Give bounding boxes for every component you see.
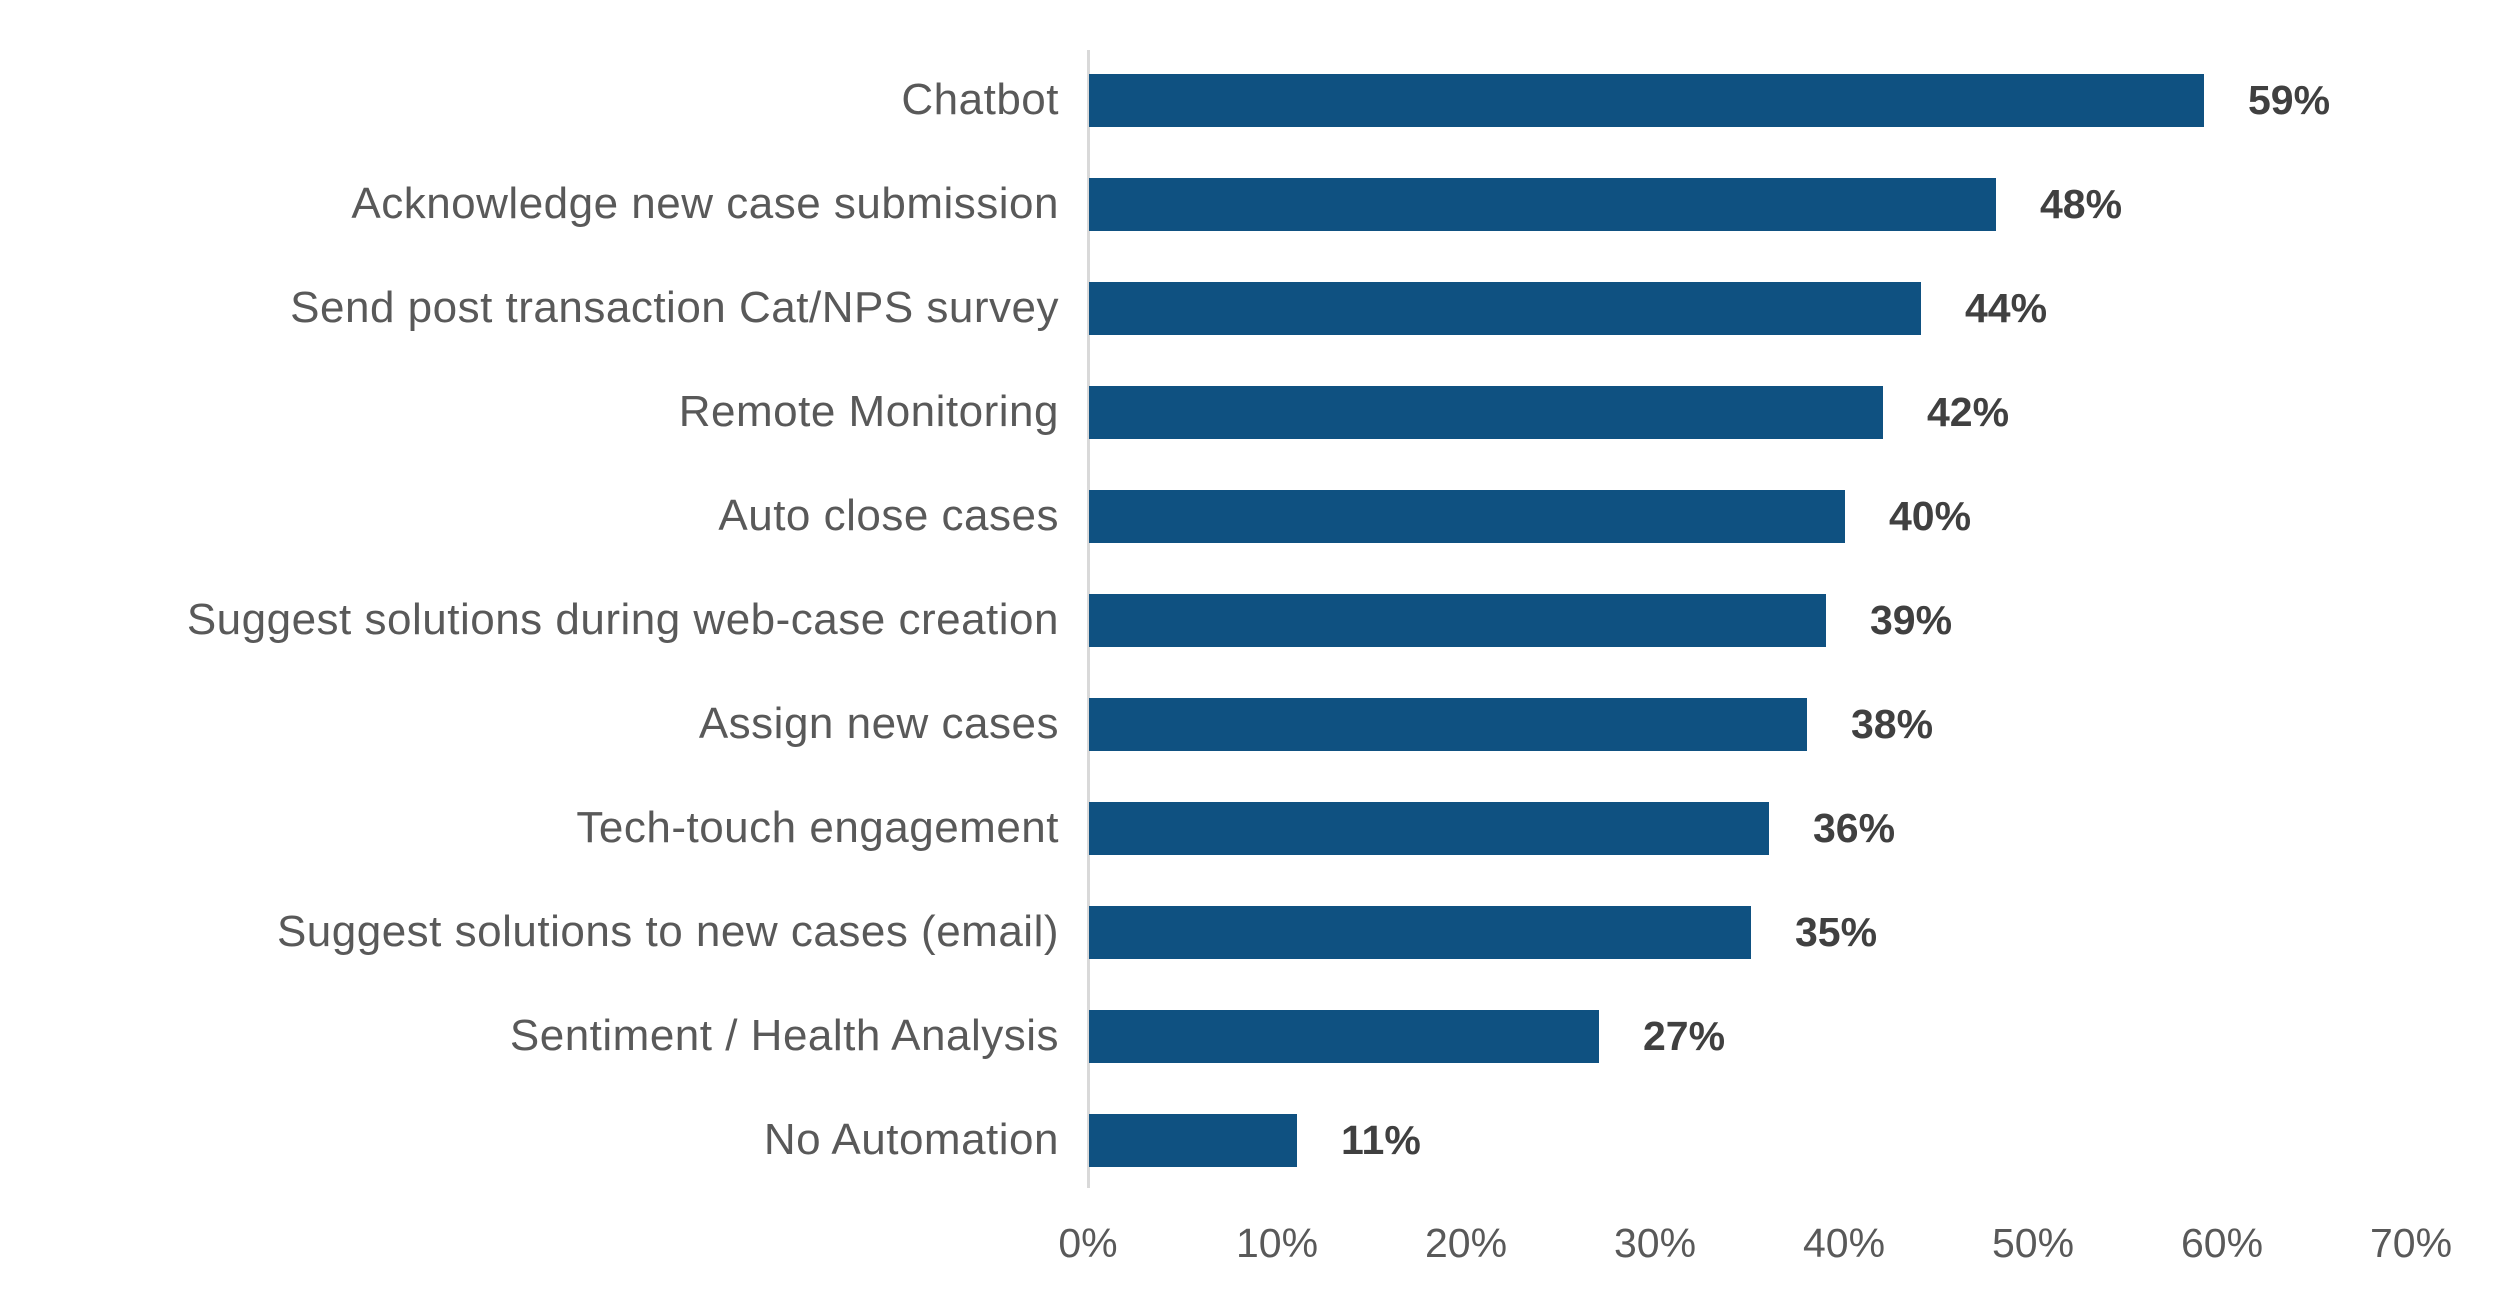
chart-row: Chatbot 59% xyxy=(0,48,2506,152)
category-label: Suggest solutions during web-case creati… xyxy=(186,594,1059,644)
category-label: Suggest solutions to new cases (email) xyxy=(276,906,1059,956)
x-tick-label: 20% xyxy=(1424,1220,1508,1266)
value-label: 39% xyxy=(1870,596,1953,643)
value-label: 48% xyxy=(2040,180,2123,227)
bar-area: 42% xyxy=(1089,360,2506,464)
chart-row: Send post transaction Cat/NPS survey 44% xyxy=(0,256,2506,360)
bar-area: 27% xyxy=(1089,984,2506,1088)
x-tick-label: 40% xyxy=(1802,1220,1886,1266)
category-label: No Automation xyxy=(763,1114,1059,1164)
chart-row: No Automation 11% xyxy=(0,1088,2506,1192)
bar-area: 36% xyxy=(1089,776,2506,880)
x-tick-label: 30% xyxy=(1613,1220,1697,1266)
bar-area: 44% xyxy=(1089,256,2506,360)
x-tick-label: 10% xyxy=(1235,1220,1319,1266)
bar-area: 59% xyxy=(1089,48,2506,152)
value-label: 35% xyxy=(1795,908,1878,955)
value-label: 11% xyxy=(1341,1116,1421,1163)
bar xyxy=(1089,73,2204,127)
chart-rows: Chatbot 59% Acknowledge new case submissio… xyxy=(0,48,2506,1192)
x-axis: 0% 10% 20% 30% 40% 50% 60% 70% xyxy=(1058,1192,2506,1288)
x-tick-label: 50% xyxy=(1991,1220,2075,1266)
chart-row: Sentiment / Health Analysis 27% xyxy=(0,984,2506,1088)
bar-area: 40% xyxy=(1089,464,2506,568)
x-tick-label: 60% xyxy=(2180,1220,2264,1266)
category-label: Send post transaction Cat/NPS survey xyxy=(290,282,1059,332)
value-label: 44% xyxy=(1965,284,2048,331)
chart-row: Acknowledge new case submission 48% xyxy=(0,152,2506,256)
chart-row: Suggest solutions to new cases (email) 35… xyxy=(0,880,2506,984)
category-label: Tech-touch engagement xyxy=(576,802,1059,852)
category-label: Auto close cases xyxy=(718,490,1059,540)
plot-area: Chatbot 59% Acknowledge new case submissio… xyxy=(0,48,2506,1192)
bar-area: 38% xyxy=(1089,672,2506,776)
chart-row: Tech-touch engagement 36% xyxy=(0,776,2506,880)
category-label: Sentiment / Health Analysis xyxy=(509,1010,1059,1060)
category-label: Acknowledge new case submission xyxy=(351,178,1059,228)
bar xyxy=(1089,489,1845,543)
category-label: Remote Monitoring xyxy=(678,386,1059,436)
value-label: 38% xyxy=(1851,700,1934,747)
bar-area: 39% xyxy=(1089,568,2506,672)
chart-row: Assign new cases 38% xyxy=(0,672,2506,776)
value-label: 27% xyxy=(1643,1012,1726,1059)
bar xyxy=(1089,177,1996,231)
value-label: 36% xyxy=(1813,804,1896,851)
bar-area: 48% xyxy=(1089,152,2506,256)
bar xyxy=(1089,905,1751,959)
bar xyxy=(1089,281,1921,335)
bar-area: 35% xyxy=(1089,880,2506,984)
y-axis-line xyxy=(1087,50,1090,1188)
value-label: 59% xyxy=(2248,76,2331,123)
bar xyxy=(1089,1009,1599,1063)
value-label: 40% xyxy=(1889,492,1972,539)
category-label: Chatbot xyxy=(901,74,1059,124)
category-label: Assign new cases xyxy=(698,698,1059,748)
bar xyxy=(1089,1113,1297,1167)
chart-row: Auto close cases 40% xyxy=(0,464,2506,568)
bar xyxy=(1089,697,1807,751)
bar xyxy=(1089,593,1826,647)
bar-area: 11% xyxy=(1089,1088,2506,1192)
chart-row: Remote Monitoring 42% xyxy=(0,360,2506,464)
bar xyxy=(1089,801,1769,855)
x-tick-label: 0% xyxy=(1058,1220,1118,1266)
x-tick-label: 70% xyxy=(2369,1220,2453,1266)
chart-row: Suggest solutions during web-case creati… xyxy=(0,568,2506,672)
value-label: 42% xyxy=(1927,388,2010,435)
bar xyxy=(1089,385,1883,439)
